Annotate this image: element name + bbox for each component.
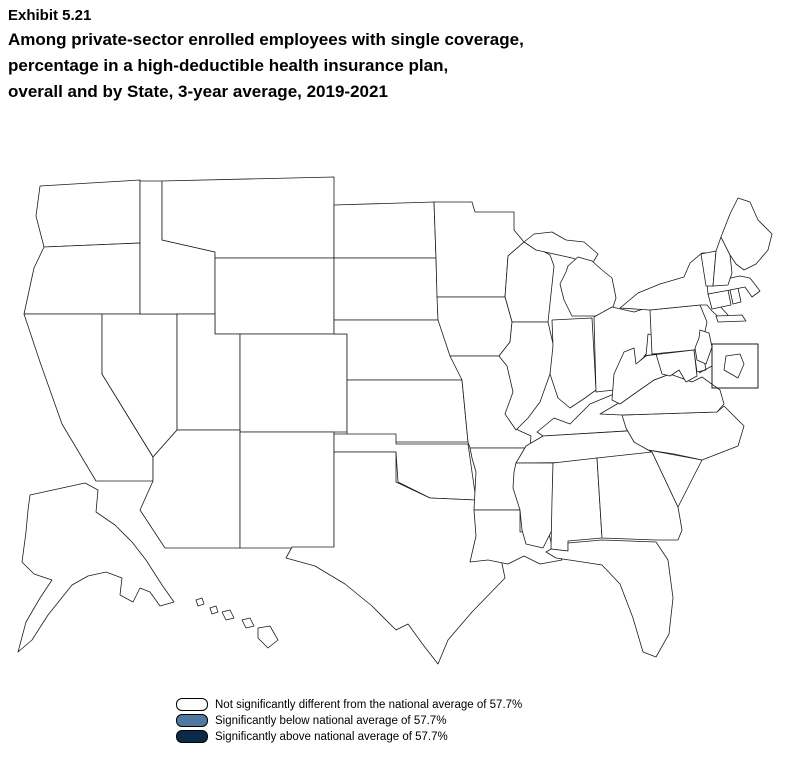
legend-swatch-not-different	[176, 698, 208, 711]
state-LA	[469, 509, 563, 565]
state-AL	[550, 457, 603, 552]
state-OR	[23, 242, 141, 315]
state-MI	[559, 256, 617, 317]
legend-label-below: Significantly below national average of …	[215, 714, 447, 727]
state-HI-island-2	[209, 605, 219, 615]
state-RI	[729, 287, 742, 305]
dc-leader-line	[698, 365, 713, 374]
state-WI	[504, 241, 555, 323]
map-title-line-3: overall and by State, 3-year average, 20…	[8, 82, 388, 101]
state-NM	[239, 431, 335, 549]
dc-callout-box	[711, 343, 759, 389]
legend-swatch-above	[176, 730, 208, 743]
state-KS	[346, 379, 469, 443]
legend-row-above: Significantly above national average of …	[176, 730, 522, 743]
state-HI-island-3	[221, 609, 235, 621]
state-TX	[285, 451, 506, 665]
state-MI-upper-peninsula	[523, 231, 599, 265]
state-AK	[17, 482, 175, 653]
state-NJ	[694, 329, 713, 365]
legend-row-not-different: Not significantly different from the nat…	[176, 698, 522, 711]
state-SC	[647, 449, 703, 508]
state-CO	[239, 333, 348, 433]
state-IN	[549, 317, 597, 409]
map-legend: Not significantly different from the nat…	[176, 698, 522, 743]
state-HI-island-1	[195, 597, 205, 607]
legend-label-not-different: Not significantly different from the nat…	[215, 698, 523, 711]
legend-swatch-below	[176, 714, 208, 727]
title-block: Exhibit 5.21 Among private-sector enroll…	[8, 5, 524, 105]
state-NY-long-island	[715, 314, 747, 323]
state-WA	[35, 179, 141, 248]
state-FL	[545, 539, 674, 658]
state-WY	[214, 257, 335, 335]
state-IA	[436, 296, 513, 357]
state-HI-island-5	[257, 625, 279, 649]
exhibit-label: Exhibit 5.21	[8, 7, 92, 24]
map-title-line-1: Among private-sector enrolled employees …	[8, 30, 524, 49]
state-HI-island-4	[241, 617, 255, 629]
legend-label-above: Significantly above national average of …	[215, 730, 448, 743]
state-ME	[720, 197, 773, 271]
state-SD	[333, 257, 439, 321]
state-DC	[723, 353, 745, 379]
state-ND	[333, 201, 437, 259]
state-NC	[621, 405, 745, 461]
map-title-line-2: percentage in a high-deductible health i…	[8, 56, 449, 75]
legend-row-below: Significantly below national average of …	[176, 714, 522, 727]
state-MT	[161, 176, 335, 259]
